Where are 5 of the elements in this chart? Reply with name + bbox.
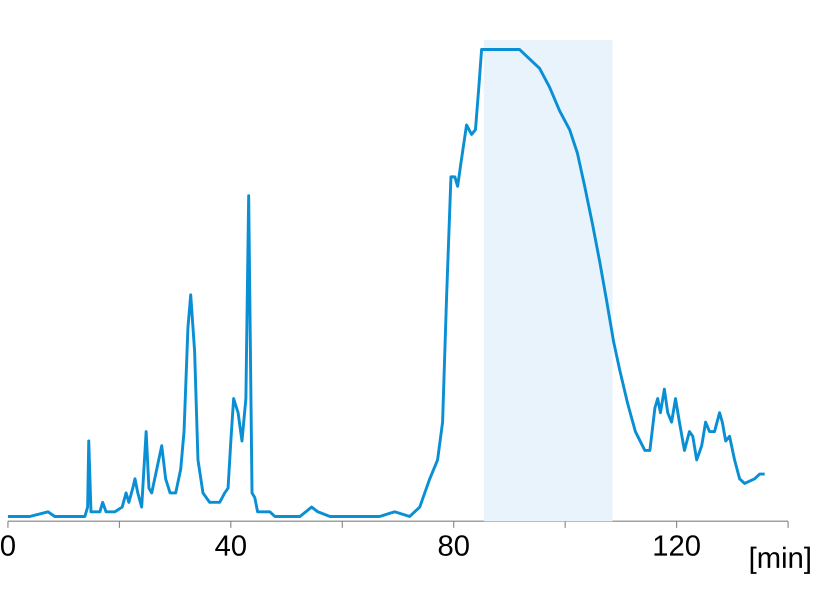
- x-tick-label: 120: [654, 535, 700, 556]
- x-tick-label: 40: [215, 535, 246, 556]
- x-tick-label: 80: [438, 535, 469, 556]
- x-tick-label: 0: [0, 535, 15, 556]
- x-axis-title: [min]: [750, 546, 810, 574]
